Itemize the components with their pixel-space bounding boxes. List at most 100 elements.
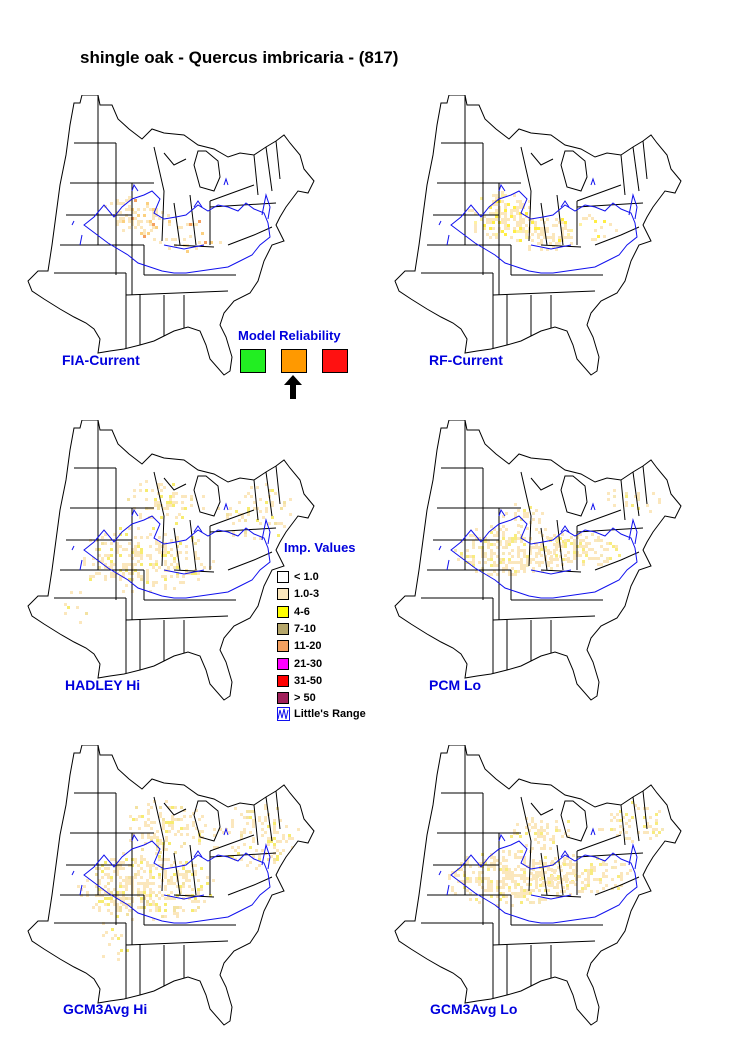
little-range-fragment (131, 508, 139, 517)
map-hadley-hi: HADLEY Hi (0, 420, 330, 720)
state-boundary (632, 796, 640, 842)
state-boundary (576, 509, 622, 527)
state-boundary (125, 290, 229, 296)
country-outline (27, 420, 315, 701)
legend-item: 21-30 (277, 657, 357, 671)
state-boundary (540, 569, 582, 573)
state-boundary (193, 475, 221, 517)
legend-label: 1.0-3 (294, 588, 320, 601)
state-boundary (560, 475, 588, 517)
state-boundary (556, 844, 564, 896)
map-gcm3avg-hi: GCM3Avg Hi (0, 745, 330, 1045)
state-boundary (227, 551, 273, 571)
little-range-fragment (530, 569, 572, 575)
map-land-area (395, 420, 681, 700)
little-range-fragment (79, 234, 83, 246)
little-range-fragment (223, 502, 229, 511)
map-fia-current: FIA-Current (0, 95, 330, 395)
state-boundary (530, 802, 554, 816)
state-boundary (576, 202, 644, 208)
country-outline (27, 95, 315, 376)
state-boundary (594, 226, 640, 246)
map-pcm-lo: PCM Lo (367, 420, 697, 720)
state-boundary (520, 796, 532, 892)
little-range-fragment (560, 850, 570, 858)
country-outline (394, 745, 682, 1026)
country-outline (394, 95, 682, 376)
country-outline (394, 420, 682, 701)
state-boundary (265, 471, 273, 517)
little-range-fragment (71, 870, 75, 876)
little-range-fragment (131, 183, 139, 192)
little-range-fragment (438, 870, 442, 876)
little-range-fragment (628, 193, 638, 220)
little-range-fragment (560, 525, 570, 533)
state-boundary (189, 844, 197, 896)
legend-label: < 1.0 (294, 571, 319, 583)
little-range-fragment (560, 200, 570, 208)
map-label: PCM Lo (429, 677, 482, 693)
little-range-fragment (79, 884, 83, 896)
reliability-low-box (322, 349, 348, 373)
state-boundary (253, 479, 259, 521)
state-boundary (227, 226, 273, 246)
state-boundary (594, 551, 640, 571)
legend-item: 31-50 (277, 674, 357, 688)
page-title: shingle oak - Quercus imbricaria - (817) (80, 48, 399, 67)
state-boundary (265, 146, 273, 192)
state-boundary (227, 876, 273, 896)
legend-item: 11-20 (277, 639, 357, 653)
state-boundary (173, 202, 181, 246)
legend-label: 21-30 (294, 657, 323, 670)
legend-item: 4-6 (277, 605, 357, 619)
map-gcm3avg-lo: GCM3Avg Lo (367, 745, 697, 1045)
state-boundary (163, 802, 187, 816)
map-label: HADLEY Hi (65, 677, 141, 693)
legend-item: 1.0-3 (277, 587, 357, 601)
little-range-fragment (163, 894, 205, 900)
state-boundary (642, 465, 648, 505)
state-boundary (576, 184, 622, 202)
state-boundary (173, 569, 215, 573)
legend-item: 7-10 (277, 622, 357, 636)
state-boundary (275, 790, 281, 830)
little-range-fragment (71, 545, 75, 551)
little-range-fragment (498, 508, 506, 517)
reliability-high-box (240, 349, 266, 373)
state-boundary (540, 894, 582, 898)
state-boundary (620, 479, 626, 521)
state-boundary (173, 244, 215, 248)
state-boundary (153, 471, 165, 567)
legend-swatch (277, 588, 289, 601)
state-boundary (125, 940, 229, 946)
state-boundary (556, 194, 564, 246)
map-rf-current: RF-Current (367, 95, 697, 395)
state-boundary (632, 146, 640, 192)
little-range-fragment (223, 177, 229, 186)
little-range-fragment (163, 244, 205, 250)
state-boundary (163, 477, 187, 491)
state-boundary (492, 940, 596, 946)
state-boundary (209, 834, 255, 852)
legend-swatch (277, 640, 289, 653)
state-boundary (193, 150, 221, 192)
legend-range-label: Little's Range (294, 708, 366, 720)
state-boundary (530, 477, 554, 491)
state-boundary (576, 834, 622, 852)
state-boundary (265, 796, 273, 842)
legend-swatch (277, 605, 289, 618)
state-boundary (492, 290, 596, 296)
little-range-fragment (71, 220, 75, 226)
model-reliability-title: Model Reliability (238, 328, 341, 343)
legend-swatch (277, 674, 289, 687)
state-boundary (173, 852, 181, 896)
state-boundary (173, 894, 215, 898)
little-range-fragment (261, 193, 271, 220)
state-boundary (209, 852, 277, 858)
little-range-outline (83, 840, 271, 924)
little-range-fragment (446, 234, 450, 246)
little-range-fragment (261, 518, 271, 545)
state-boundary (209, 509, 255, 527)
state-boundary (540, 852, 548, 896)
legend-range-item: Little's Range (277, 707, 387, 721)
